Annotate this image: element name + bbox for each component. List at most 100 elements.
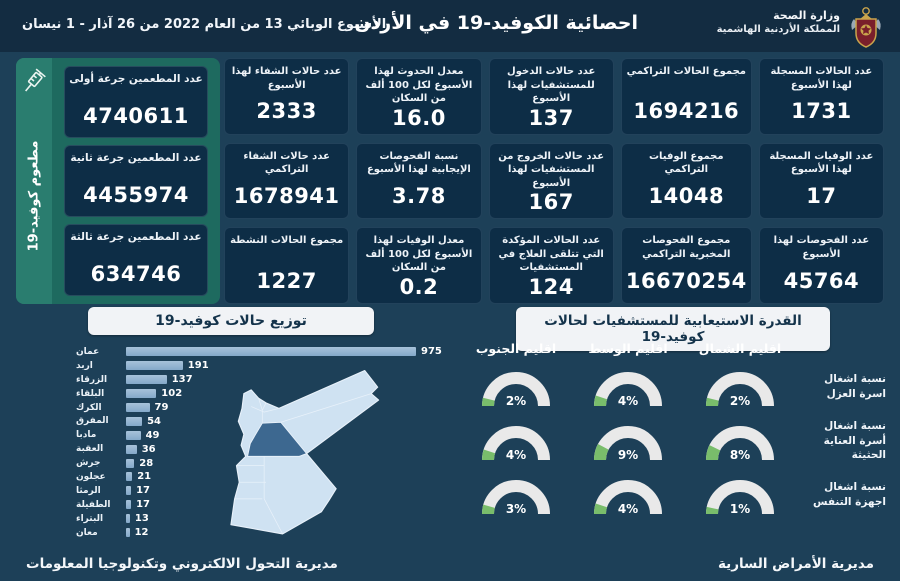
gauge-cell: 8% bbox=[684, 416, 796, 466]
gauge-percent-value: 4% bbox=[618, 394, 638, 408]
bar-fill bbox=[126, 458, 135, 468]
gauge-green-segment bbox=[482, 397, 495, 407]
page-title: احصائية الكوفيد-19 في الأردن bbox=[354, 12, 638, 34]
bar-fill bbox=[126, 500, 132, 510]
jordan-map-svg bbox=[230, 369, 380, 535]
gauge-row-label: نسبة اشغال اسرة العزل bbox=[824, 373, 886, 400]
gauge-row-label: نسبة اشغال اجهزة التنفس bbox=[813, 481, 886, 508]
gauge-percent-value: 4% bbox=[506, 448, 526, 462]
stat-card: عدد الحالات المسجلة لهذا الأسبوع 1731 bbox=[758, 58, 884, 135]
bar-row: جرش 28 bbox=[76, 456, 444, 470]
bar-governorate-label: البلقاء bbox=[76, 388, 105, 399]
occupancy-gauge: 4% bbox=[482, 426, 550, 462]
bar-value: 79 bbox=[154, 402, 169, 413]
bar-governorate-label: جرش bbox=[76, 458, 101, 469]
bar-row: الكرك 79 bbox=[76, 401, 444, 415]
stat-card: مجموع الحالات النشطة 1227 bbox=[224, 227, 350, 304]
bar-fill bbox=[126, 430, 141, 440]
bar-value: 28 bbox=[139, 457, 154, 469]
bar-fill bbox=[126, 472, 133, 482]
footer-it-directorate: مديرية التحول الالكتروني وتكنولوجيا المع… bbox=[26, 556, 338, 572]
stat-card: عدد حالات الخروج من المستشفيات لهذا الأس… bbox=[488, 142, 614, 220]
gauge-green-segment bbox=[705, 506, 719, 515]
bar-governorate-label: الطفيلة bbox=[76, 499, 111, 510]
footer-diseases-directorate: مديرية الأمراض السارية bbox=[717, 556, 874, 572]
gauge-cell: 4% bbox=[460, 416, 572, 466]
bar-value: 13 bbox=[134, 513, 149, 525]
bar-governorate-label: مادبا bbox=[76, 430, 97, 441]
gauge-row-label: نسبة اشغال أسرة العناية الحثيثة bbox=[823, 419, 886, 462]
stat-card-label: عدد الحالات المسجلة لهذا الأسبوع bbox=[770, 66, 873, 91]
bar-fill bbox=[126, 514, 130, 524]
case-distribution-section: توزيع حالات كوفيد-19 عمان 975 اربد 191 ال bbox=[16, 303, 446, 547]
region-header: اقليم الجنوب bbox=[475, 341, 557, 356]
bar-governorate-label: الرمثا bbox=[76, 485, 101, 496]
bar-value: 102 bbox=[161, 388, 183, 400]
occupancy-gauge: 4% bbox=[594, 372, 662, 408]
header-bar: الأسبوع الوبائي 13 من العام 2022 من 26 آ… bbox=[0, 0, 900, 52]
bar-governorate-label: المفرق bbox=[76, 416, 109, 427]
stat-card-label: عدد حالات الشفاء لهذا الأسبوع bbox=[231, 66, 342, 91]
gauge-green-segment bbox=[481, 504, 495, 515]
stat-card: عدد الفحوصات لهذا الأسبوع 45764 bbox=[758, 227, 884, 304]
vaccine-dose-label: عدد المطعمين جرعة ثالثة bbox=[70, 231, 202, 243]
bar-governorate-label: الزرقاء bbox=[76, 374, 108, 385]
bar-row: البلقاء 102 bbox=[76, 387, 444, 401]
stat-card-value: 2333 bbox=[256, 99, 317, 124]
bar-governorate-label: البتراء bbox=[76, 513, 104, 524]
bar-governorate-label: عجلون bbox=[76, 471, 106, 482]
bar-governorate-label: اربد bbox=[76, 360, 93, 371]
ministry-name: وزارة الصحة المملكة الأردنية الهاشمية bbox=[717, 9, 840, 35]
stat-card: مجموع الحالات التراكمي 1694216 bbox=[620, 58, 752, 135]
stat-card-label: عدد الوفيات المسجلة لهذا الأسبوع bbox=[769, 150, 874, 176]
stat-card-label: عدد حالات الخروج من المستشفيات لهذا الأس… bbox=[498, 150, 605, 189]
gauge-percent-value: 9% bbox=[618, 448, 638, 462]
stat-card-value: 14048 bbox=[648, 183, 725, 208]
ministry-line2: المملكة الأردنية الهاشمية bbox=[716, 24, 840, 35]
gauge-cell: 4% bbox=[572, 470, 684, 520]
stat-card: عدد حالات الشفاء لهذا الأسبوع 2333 bbox=[224, 58, 350, 135]
stat-card-label: عدد حالات الشفاء التراكمي bbox=[243, 150, 330, 176]
vaccination-cards: عدد المطعمين جرعة أولى 4740611 عدد المطعمي… bbox=[58, 58, 214, 304]
bar-value: 12 bbox=[134, 527, 149, 539]
stat-card-label: عدد الحالات المؤكدة التي تتلقى العلاج في… bbox=[498, 235, 604, 274]
bar-fill bbox=[126, 403, 150, 412]
occupancy-gauge: 1% bbox=[705, 480, 774, 516]
bar-row: عمان 975 bbox=[76, 345, 444, 359]
stat-card-value: 1227 bbox=[256, 268, 317, 293]
occupancy-gauge: 3% bbox=[481, 480, 550, 516]
stat-card-label: معدل الحدوث لهذا الأسبوع لكل 100 ألف من … bbox=[365, 66, 473, 104]
gauge-cell: 2% bbox=[684, 362, 796, 412]
bar-row: العقبة 36 bbox=[76, 442, 444, 456]
stat-card-label: عدد الفحوصات لهذا الأسبوع bbox=[773, 235, 870, 260]
stat-card: عدد الوفيات المسجلة لهذا الأسبوع 17 bbox=[758, 142, 884, 220]
stat-card: عدد الحالات المؤكدة التي تتلقى العلاج في… bbox=[488, 227, 614, 304]
region-header: اقليم الشمال bbox=[698, 341, 782, 356]
hospital-capacity-header: القدرة الاستيعابية للمستشفيات لحالات كوف… bbox=[516, 307, 830, 351]
gauge-percent-value: 2% bbox=[730, 394, 750, 408]
bar-fill bbox=[126, 416, 143, 426]
occupancy-gauge: 9% bbox=[594, 426, 662, 462]
bar-fill bbox=[126, 528, 130, 538]
stat-card-value: 45764 bbox=[783, 268, 860, 293]
bar-value: 137 bbox=[171, 374, 193, 386]
bar-fill bbox=[126, 375, 167, 385]
ministry-line1: وزارة الصحة bbox=[773, 9, 840, 22]
stat-card-value: 1694216 bbox=[633, 99, 740, 124]
bar-fill bbox=[126, 389, 157, 399]
vaccine-dose-value: 634746 bbox=[90, 261, 182, 286]
capacity-gauge-grid: اقليم الجنوب اقليم الوسط اقليم الشمال 2% 4% 2… bbox=[460, 341, 890, 520]
bar-value: 191 bbox=[187, 360, 209, 372]
bar-row: الطفيلة 17 bbox=[76, 498, 444, 512]
bar-row: عجلون 21 bbox=[76, 470, 444, 484]
stat-card-value: 16670254 bbox=[625, 268, 747, 293]
stat-card-value: 167 bbox=[528, 190, 574, 215]
vaccine-dose-label: عدد المطعمين جرعة أولى bbox=[69, 73, 203, 85]
occupancy-gauge: 2% bbox=[482, 372, 550, 408]
bar-value: 17 bbox=[136, 499, 151, 511]
bar-fill bbox=[126, 486, 132, 496]
bar-row: مادبا 49 bbox=[76, 428, 444, 442]
vaccination-strip-label: مطعوم كوفيد-19 bbox=[26, 140, 42, 252]
gauge-cell: 9% bbox=[572, 416, 684, 466]
stat-card: نسبة الفحوصات الإيجابية لهذا الأسبوع 3.78 bbox=[356, 142, 482, 220]
